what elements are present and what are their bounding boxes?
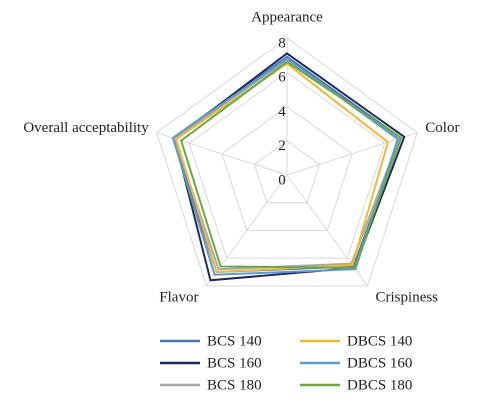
legend-label: DBCS 140 [347, 333, 412, 349]
category-label: Overall acceptability [23, 120, 149, 136]
series-line [175, 62, 390, 274]
legend-label: BCS 160 [207, 355, 262, 371]
grid-ring [221, 105, 353, 231]
legend-label: BCS 180 [207, 377, 262, 393]
spoke [156, 132, 288, 176]
legend-label: DBCS 160 [347, 355, 412, 371]
legend-label: DBCS 180 [347, 377, 412, 393]
spoke [286, 132, 418, 176]
grid-ring [156, 37, 418, 287]
series-line [171, 57, 399, 276]
r-tick-label: 4 [278, 104, 286, 120]
category-label: Flavor [159, 289, 198, 305]
grid-ring [253, 140, 321, 204]
category-label: Color [425, 120, 459, 136]
series-line [179, 60, 403, 269]
r-tick-label: 0 [278, 172, 286, 188]
r-tick-label: 6 [278, 70, 286, 86]
category-label: Appearance [251, 9, 323, 25]
grid-ring [188, 71, 386, 259]
r-tick-label: 8 [278, 35, 286, 51]
category-label: Crispiness [376, 289, 439, 305]
legend-label: BCS 140 [207, 333, 262, 349]
r-tick-label: 2 [278, 138, 286, 154]
